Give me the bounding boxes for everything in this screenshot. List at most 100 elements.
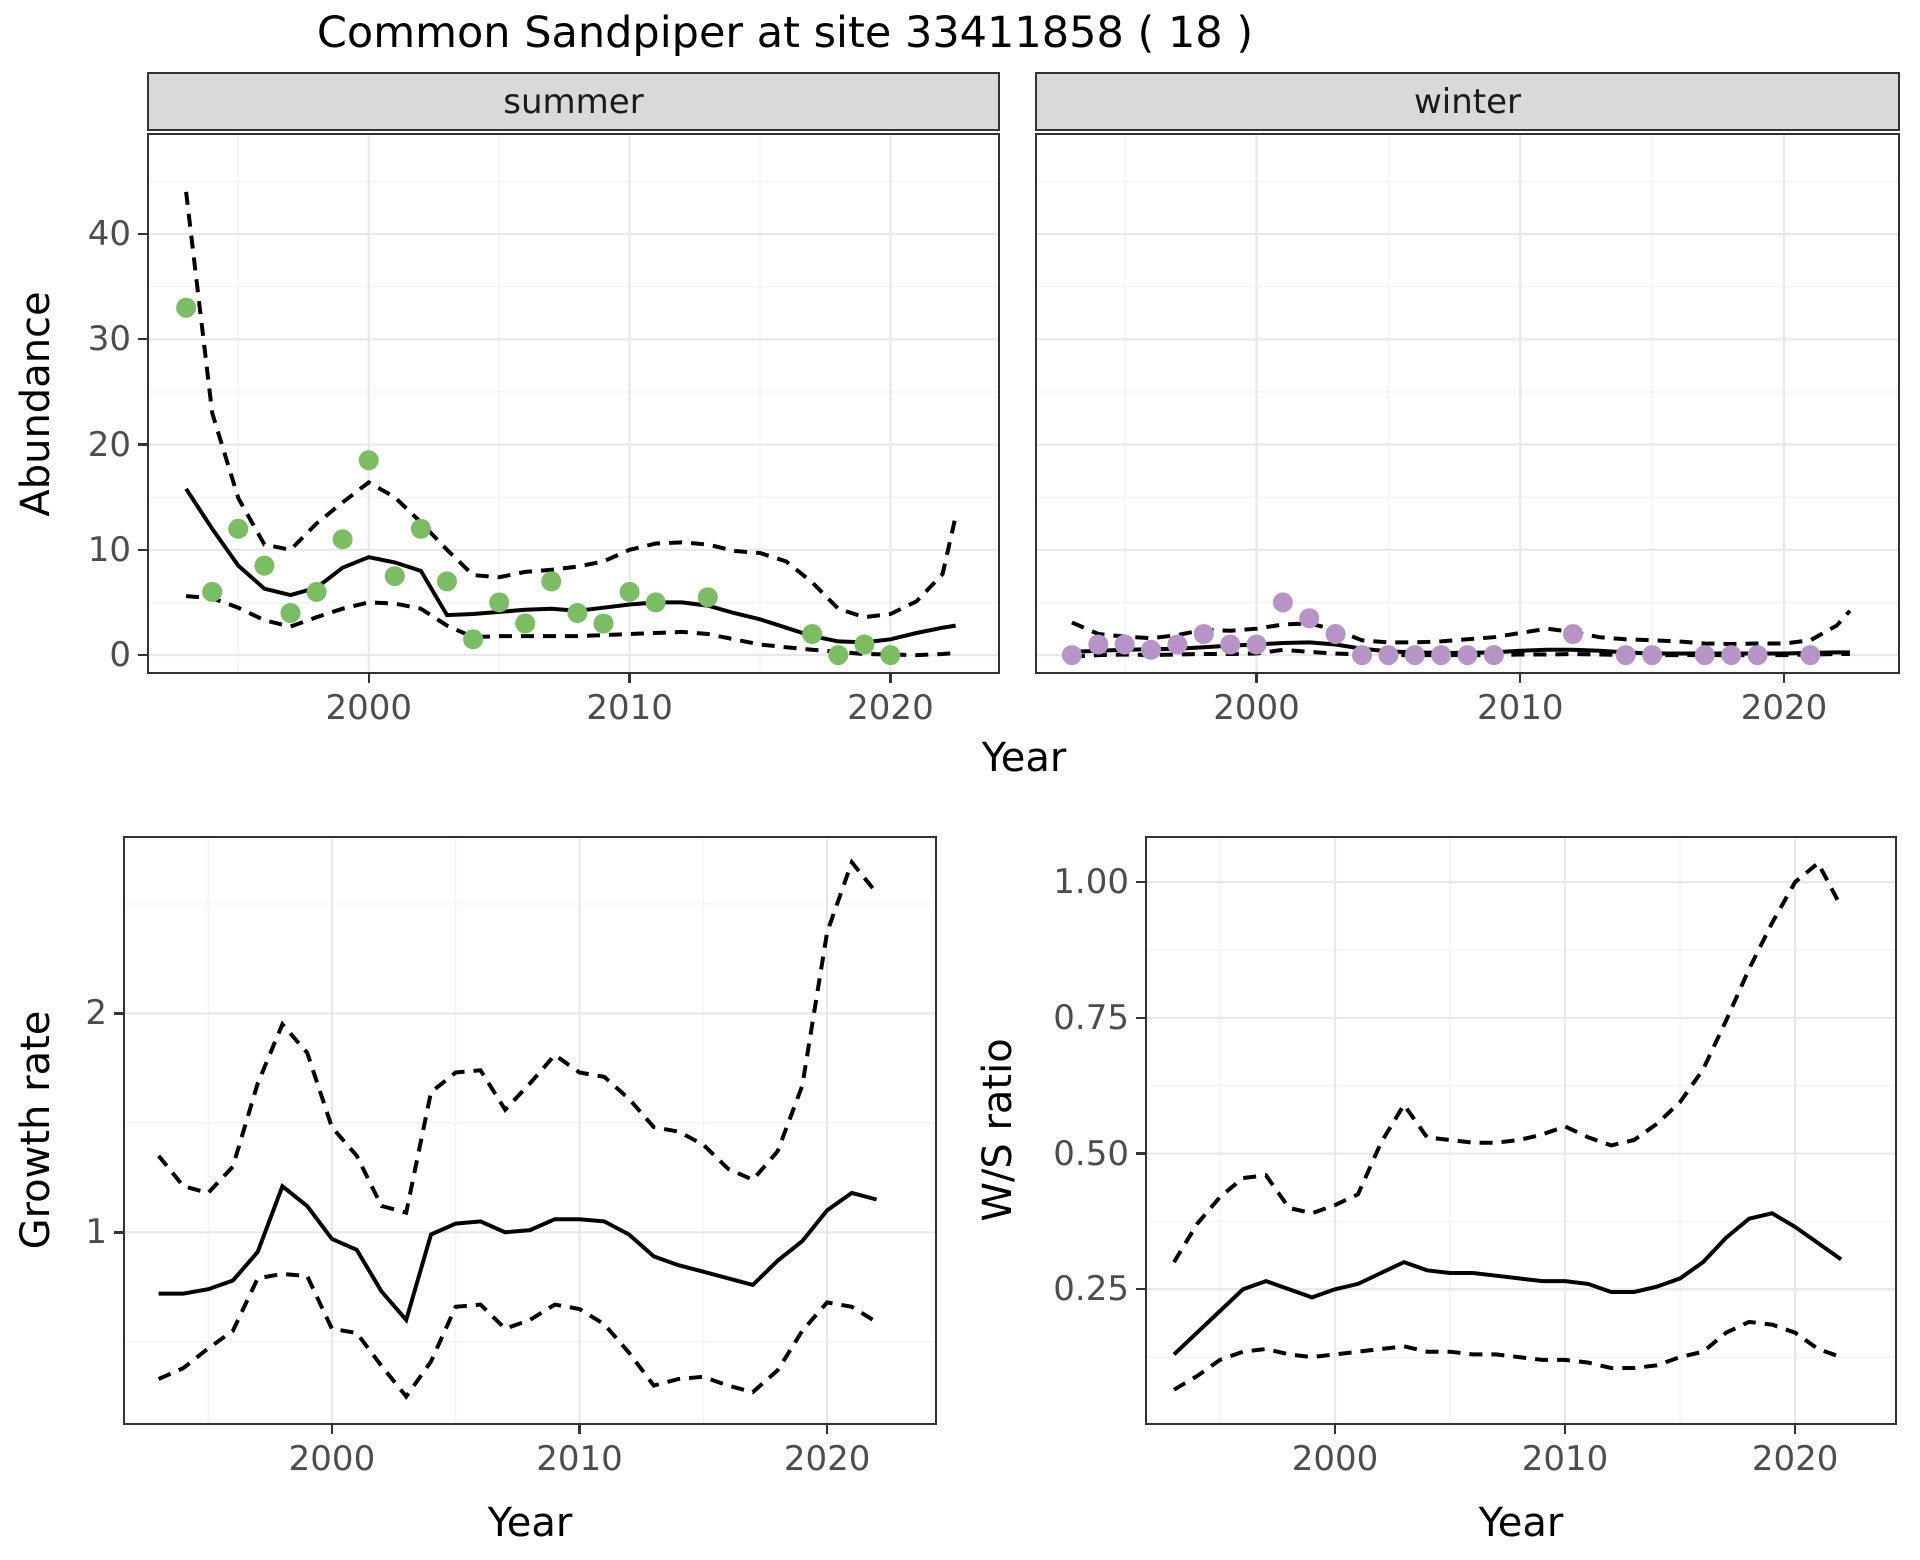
y-tick-mark <box>138 232 147 236</box>
x-tick-mark <box>1793 1425 1797 1434</box>
x-tick-label: 2000 <box>288 1439 376 1479</box>
x-tick-mark <box>889 674 892 683</box>
x-tick-label: 2010 <box>1476 688 1564 728</box>
y-tick-label: 0 <box>109 635 131 676</box>
data-point <box>1141 639 1161 660</box>
facet-strip-summer: summer <box>147 72 1000 131</box>
y-tick-mark <box>1136 880 1145 884</box>
data-point <box>567 603 588 623</box>
x-tick-mark <box>628 674 631 683</box>
data-point <box>515 613 536 634</box>
x-tick-label: 2020 <box>1751 1439 1839 1479</box>
chart-title: Common Sandpiper at site 33411858 ( 18 ) <box>316 8 1254 58</box>
ci-upper-line <box>1071 609 1852 647</box>
data-point <box>280 603 301 623</box>
data-point <box>489 592 510 613</box>
fit-line <box>158 1183 878 1324</box>
y-tick-mark <box>114 1012 123 1015</box>
x-tick-label: 2000 <box>1291 1439 1379 1479</box>
data-point <box>1088 634 1109 655</box>
data-point <box>619 581 640 602</box>
y-tick-label: 0.75 <box>1053 997 1129 1038</box>
data-point <box>1272 592 1293 613</box>
y-tick-label: 30 <box>87 319 131 360</box>
data-point <box>1431 645 1452 666</box>
y-tick-label: 2 <box>85 993 107 1034</box>
y-tick-mark <box>1136 1152 1145 1155</box>
data-point <box>1061 645 1082 666</box>
data-point <box>1615 645 1636 666</box>
y-tick-label: 0.50 <box>1053 1133 1129 1174</box>
x-tick-label: 2000 <box>325 688 412 728</box>
x-axis-title-growth-rate: Year <box>487 1500 573 1546</box>
data-point <box>1747 645 1768 666</box>
x-axis-title-top: Year <box>981 735 1067 781</box>
x-tick-mark <box>330 1425 334 1434</box>
data-point <box>332 529 353 550</box>
x-tick-mark <box>578 1425 581 1434</box>
panel-border <box>123 836 937 1425</box>
x-tick-label: 2010 <box>536 1439 623 1479</box>
data-point <box>1563 624 1583 644</box>
x-tick-label: 2010 <box>1521 1439 1609 1479</box>
ci-lower-line <box>157 1271 878 1400</box>
x-tick-label: 2020 <box>847 688 934 728</box>
panel-border <box>1035 133 1900 674</box>
data-point <box>202 581 223 602</box>
x-tick-mark <box>1519 674 1522 683</box>
data-point <box>1325 624 1346 644</box>
x-tick-label: 2000 <box>1213 688 1300 728</box>
data-point <box>1457 645 1478 666</box>
data-point <box>645 592 666 613</box>
panel-border <box>147 133 1000 674</box>
data-point <box>1800 645 1821 666</box>
x-tick-mark <box>1255 674 1258 683</box>
data-point <box>1220 634 1241 655</box>
data-point <box>358 450 379 471</box>
data-point <box>1167 634 1188 655</box>
facet-strip-winter-label: winter <box>1413 81 1522 122</box>
y-tick-label: 40 <box>87 214 131 255</box>
x-tick-label: 2010 <box>586 688 673 728</box>
y-tick-label: 1.00 <box>1053 862 1129 903</box>
data-point <box>1193 624 1214 644</box>
x-tick-mark <box>1782 674 1786 683</box>
data-point <box>410 518 431 539</box>
data-point <box>254 555 275 576</box>
y-tick-mark <box>138 653 147 657</box>
data-point <box>463 629 484 650</box>
data-point <box>880 645 901 666</box>
panel-ws-ratio <box>1145 836 1897 1425</box>
x-tick-mark <box>367 674 370 683</box>
x-tick-mark <box>1333 1425 1337 1434</box>
fit-line <box>1172 1211 1843 1356</box>
ci-upper-line <box>184 191 958 620</box>
y-tick-mark <box>138 338 147 341</box>
data-point <box>541 571 562 592</box>
data-point <box>854 634 875 655</box>
y-tick-label: 0.25 <box>1053 1269 1129 1310</box>
y-axis-title-ws-ratio: W/S ratio <box>975 1038 1021 1222</box>
y-tick-mark <box>138 548 147 551</box>
y-tick-mark <box>1136 1288 1145 1291</box>
data-point <box>228 518 249 539</box>
y-tick-mark <box>114 1231 123 1234</box>
data-point <box>384 566 405 587</box>
ci-lower-line <box>1172 1319 1842 1392</box>
y-tick-label: 1 <box>85 1212 107 1253</box>
facet-strip-summer-label: summer <box>503 81 644 122</box>
panel-abundance-winter <box>1035 133 1900 674</box>
data-point <box>306 581 327 602</box>
y-tick-label: 20 <box>87 424 131 465</box>
data-point <box>1378 645 1399 666</box>
data-point <box>828 645 849 666</box>
y-tick-label: 10 <box>87 529 131 570</box>
facet-strip-winter: winter <box>1035 72 1900 131</box>
data-point <box>1483 645 1504 666</box>
y-tick-mark <box>138 443 147 446</box>
data-point <box>176 297 197 318</box>
panel-growth-rate <box>123 836 937 1425</box>
ci-upper-line <box>1172 859 1843 1264</box>
data-point <box>1114 634 1135 655</box>
panel-abundance-summer <box>147 133 1000 674</box>
